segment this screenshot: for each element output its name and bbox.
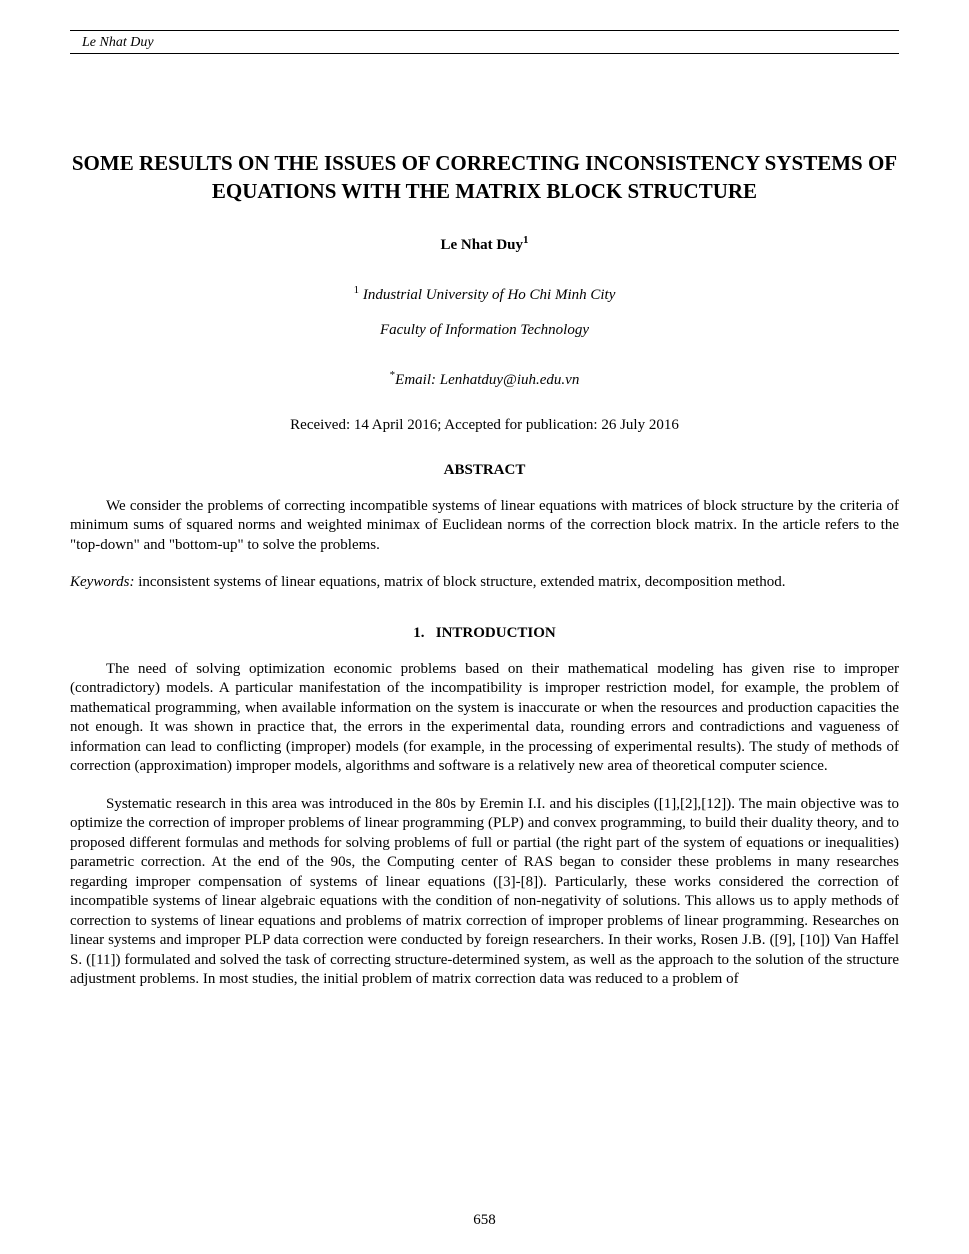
keywords-block: Keywords: inconsistent systems of linear… bbox=[70, 573, 899, 593]
section-title: INTRODUCTION bbox=[436, 625, 556, 641]
author-block: Le Nhat Duy1 bbox=[70, 234, 899, 254]
section-heading: 1. INTRODUCTION bbox=[70, 625, 899, 642]
affiliation-line: 1 Industrial University of Ho Chi Minh C… bbox=[70, 284, 899, 304]
abstract-heading: ABSTRACT bbox=[70, 462, 899, 479]
section-number: 1. bbox=[413, 625, 424, 641]
intro-paragraph-1: The need of solving optimization economi… bbox=[70, 660, 899, 777]
keywords-text: inconsistent systems of linear equations… bbox=[134, 574, 785, 590]
email-line: *Email: Lenhatduy@iuh.edu.vn bbox=[70, 369, 899, 389]
header-author-name: Le Nhat Duy bbox=[82, 35, 899, 51]
author-name: Le Nhat Duy bbox=[440, 237, 523, 253]
header-top-rule bbox=[70, 30, 899, 31]
paper-title: SOME RESULTS ON THE ISSUES OF CORRECTING… bbox=[70, 149, 899, 206]
dates-line: Received: 14 April 2016; Accepted for pu… bbox=[70, 417, 899, 434]
keywords-label: Keywords: bbox=[70, 574, 134, 590]
abstract-text: We consider the problems of correcting i… bbox=[70, 497, 899, 556]
email-label: Email: bbox=[395, 372, 440, 388]
author-superscript: 1 bbox=[523, 234, 529, 246]
affiliation-superscript: 1 bbox=[354, 284, 360, 296]
email-address: Lenhatduy@iuh.edu.vn bbox=[440, 372, 580, 388]
header-bottom-rule bbox=[70, 53, 899, 54]
intro-paragraph-2: Systematic research in this area was int… bbox=[70, 795, 899, 990]
faculty-line: Faculty of Information Technology bbox=[70, 322, 899, 339]
page-number: 658 bbox=[0, 1212, 969, 1229]
affiliation-institution: Industrial University of Ho Chi Minh Cit… bbox=[363, 287, 616, 303]
